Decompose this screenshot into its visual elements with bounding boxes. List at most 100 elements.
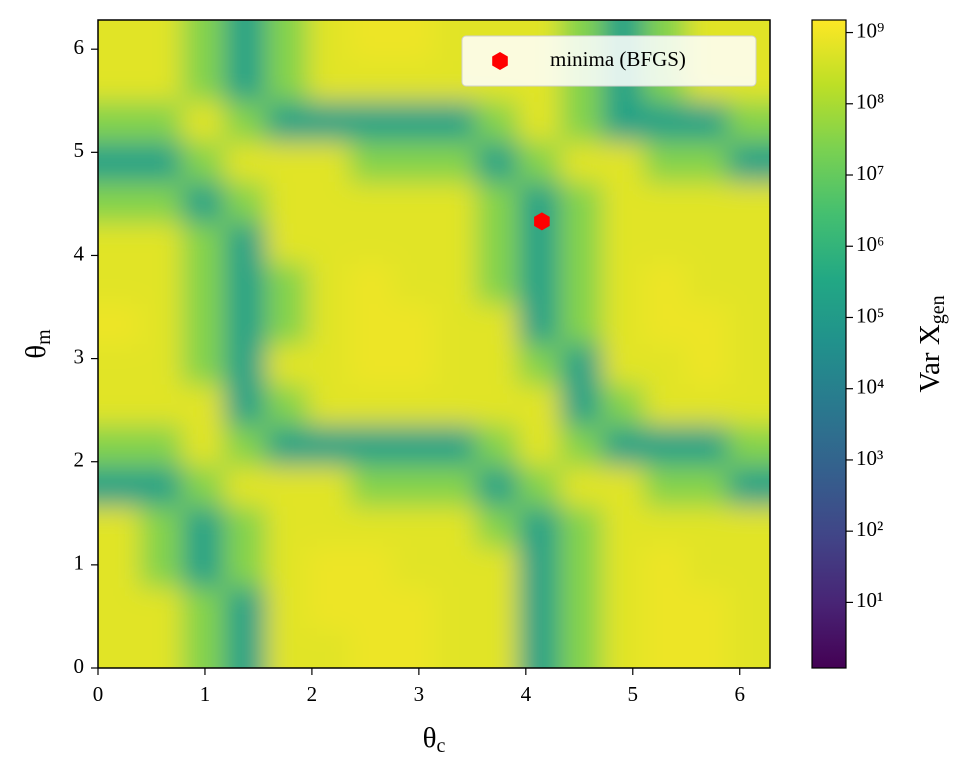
heat-cell [392, 101, 435, 142]
heat-cell [392, 506, 435, 548]
heat-cell [728, 586, 770, 629]
colorbar-label-text: Var X [914, 324, 946, 393]
plot-frame [97, 19, 771, 669]
heat-cell [434, 424, 477, 466]
heat-cell [685, 344, 729, 385]
x-tick-label: 5 [628, 682, 639, 706]
heat-cell [350, 181, 393, 224]
heat-cell [644, 262, 687, 304]
heat-cell [350, 627, 393, 668]
heat-cell [518, 506, 561, 548]
heat-cell [265, 222, 309, 264]
heat-cell [98, 181, 141, 224]
y-tick-label: 1 [74, 551, 85, 575]
heat-cell [223, 546, 267, 588]
x-tick-label: 3 [414, 682, 425, 706]
heat-cell [392, 20, 435, 61]
heat-cell [392, 627, 435, 668]
heatmap [98, 20, 770, 668]
heat-cell [685, 546, 729, 588]
heat-cell [182, 141, 225, 183]
heat-cell [308, 60, 351, 102]
heat-cell [265, 60, 309, 102]
heat-cell [223, 101, 267, 142]
heat-cell [644, 627, 687, 668]
x-tick-label: 6 [734, 682, 745, 706]
heat-cell [182, 222, 225, 264]
heat-cell [139, 546, 183, 588]
heat-cell [139, 60, 183, 102]
heat-cell [644, 344, 687, 385]
heat-cell [139, 465, 183, 507]
heat-cell [139, 344, 183, 385]
heat-cell [182, 60, 225, 102]
heat-cell [223, 627, 267, 668]
heat-cell [728, 384, 770, 426]
heat-cell [602, 141, 645, 183]
heat-cell [559, 627, 603, 668]
y-tick-label: 3 [74, 344, 85, 368]
heat-cell [685, 506, 729, 548]
heat-cell [139, 303, 183, 345]
heat-cell [518, 384, 561, 426]
heat-cell [350, 262, 393, 304]
heat-cell [265, 303, 309, 345]
heat-cell [644, 101, 687, 142]
heat-cell [265, 20, 309, 61]
heat-cell [392, 303, 435, 345]
heat-cell [476, 586, 519, 629]
colorbar-tick-label: 10¹ [856, 588, 883, 612]
heat-cell [518, 262, 561, 304]
y-tick-label: 4 [74, 241, 85, 265]
heat-cell [518, 546, 561, 588]
heat-cell [476, 384, 519, 426]
heat-cell [644, 424, 687, 466]
heat-cell [476, 546, 519, 588]
heat-cell [602, 506, 645, 548]
heat-cell [223, 303, 267, 345]
heat-cell [98, 384, 141, 426]
heat-cell [139, 20, 183, 61]
x-axis-label: θc [423, 722, 446, 757]
heat-cell [350, 303, 393, 345]
heat-cell [685, 465, 729, 507]
heat-cell [476, 344, 519, 385]
heat-cell [476, 627, 519, 668]
heat-cell [685, 262, 729, 304]
heat-cell [685, 141, 729, 183]
colorbar-tick-label: 10⁴ [856, 375, 884, 399]
heat-cell [518, 141, 561, 183]
heat-cell [434, 344, 477, 385]
heat-cell [308, 181, 351, 224]
heat-cell [308, 262, 351, 304]
heat-cell [602, 181, 645, 224]
heat-cell [308, 546, 351, 588]
heat-cell [265, 506, 309, 548]
heat-cell [559, 101, 603, 142]
heat-cell [182, 506, 225, 548]
heat-cell [265, 465, 309, 507]
heat-cell [518, 465, 561, 507]
heat-cell [518, 344, 561, 385]
heat-cell [308, 344, 351, 385]
heat-cell [434, 465, 477, 507]
heat-cell [98, 546, 141, 588]
heat-cell [728, 181, 770, 224]
heat-cell [476, 262, 519, 304]
heat-cell [139, 424, 183, 466]
heat-cell [350, 465, 393, 507]
heat-cell [308, 222, 351, 264]
heat-cell [223, 141, 267, 183]
heat-cell [559, 181, 603, 224]
heat-cell [350, 546, 393, 588]
heat-cell [308, 141, 351, 183]
heat-cell [685, 384, 729, 426]
heat-cell [98, 506, 141, 548]
heat-cell [392, 424, 435, 466]
heat-cell [728, 465, 770, 507]
heat-cell [559, 303, 603, 345]
heat-cell [518, 586, 561, 629]
heat-cells [98, 20, 770, 668]
x-tick-label: 1 [200, 682, 211, 706]
heat-cell [602, 465, 645, 507]
